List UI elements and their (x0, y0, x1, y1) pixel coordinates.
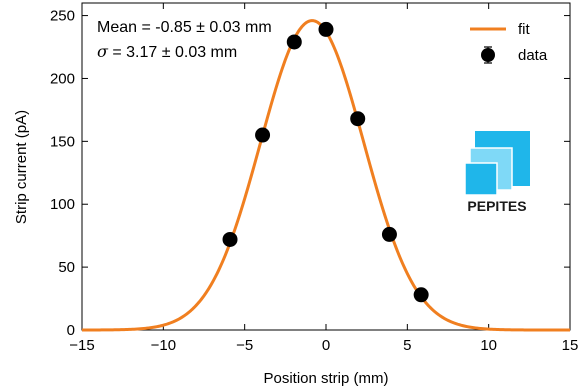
data-points (222, 21, 429, 303)
y-tick-label: 150 (50, 133, 75, 150)
legend-data-label: data (518, 47, 548, 64)
x-tick-label: −5 (236, 337, 253, 354)
pepites-logo: PEPITES (464, 131, 530, 214)
y-tick-label: 200 (50, 70, 75, 87)
legend: fit data (470, 21, 548, 64)
sigma-value: = 3.17 ± 0.03 mm (108, 44, 237, 61)
y-axis-title: Strip current (pA) (13, 110, 30, 224)
x-tick-label: −15 (69, 337, 94, 354)
x-tick-label: 15 (562, 337, 579, 354)
legend-data-marker (481, 48, 495, 62)
x-axis: −15 −10 −5 0 5 10 15 (69, 3, 578, 354)
legend-fit-label: fit (518, 21, 531, 38)
logo-text: PEPITES (467, 198, 526, 214)
data-point (318, 21, 334, 37)
x-tick-label: 0 (322, 337, 330, 354)
x-tick-label: 5 (403, 337, 411, 354)
y-tick-label: 250 (50, 8, 75, 25)
data-point (381, 226, 397, 242)
data-point (413, 287, 429, 303)
y-tick-label: 0 (67, 322, 75, 339)
data-point (222, 231, 238, 247)
sigma-symbol: σ (97, 42, 109, 61)
y-axis: 0 50 100 150 200 250 (50, 8, 570, 339)
x-tick-label: −10 (151, 337, 176, 354)
data-point (350, 111, 366, 127)
logo-square-front (464, 162, 498, 196)
data-point (286, 34, 302, 50)
x-axis-title: Position strip (mm) (263, 370, 388, 387)
y-tick-label: 100 (50, 196, 75, 213)
y-tick-label: 50 (58, 259, 75, 276)
mean-annotation: Mean = -0.85 ± 0.03 mm (97, 19, 272, 36)
x-tick-label: 10 (480, 337, 497, 354)
data-point (255, 127, 271, 143)
sigma-annotation: σ = 3.17 ± 0.03 mm (97, 42, 237, 61)
